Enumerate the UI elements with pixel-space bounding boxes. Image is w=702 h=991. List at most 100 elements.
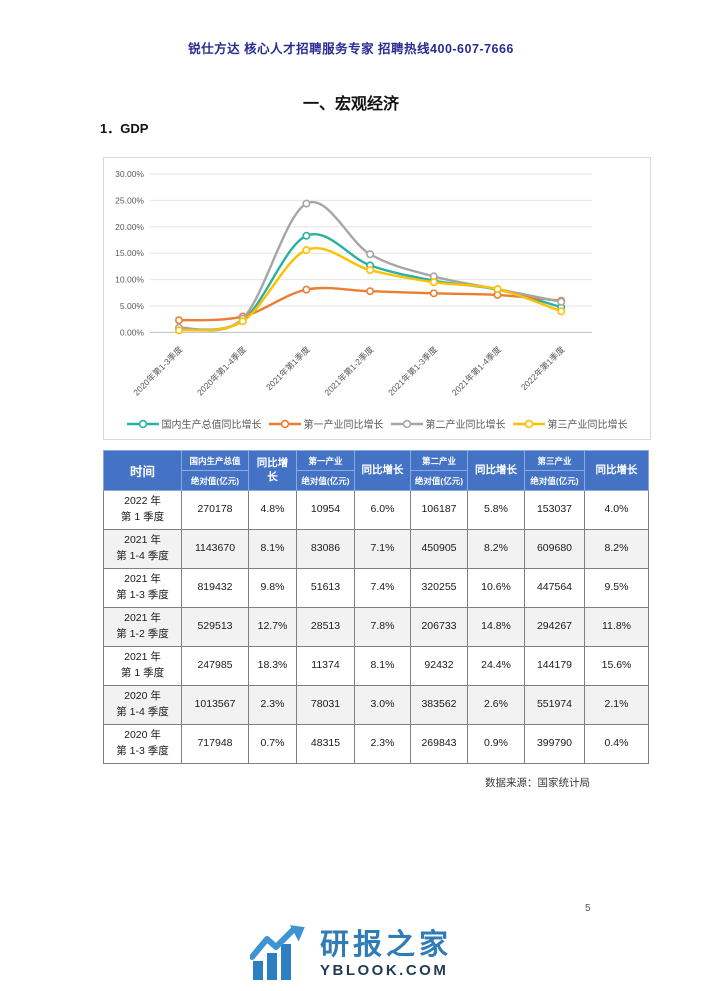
data-point-marker <box>302 285 311 294</box>
data-point-marker <box>238 317 247 326</box>
table-value-cell: 92432 <box>410 646 468 686</box>
col-header-gdp-growth: 同比增长 <box>248 450 297 491</box>
section-title: 一、宏观经济 <box>302 96 399 113</box>
table-value-cell: 7.1% <box>354 529 411 569</box>
table-value-cell: 247985 <box>181 646 249 686</box>
table-value-cell: 320255 <box>410 568 468 608</box>
legend-label: 第一产业同比增长 <box>303 420 384 431</box>
watermark-text: 研报之家 YBLOOK.COM <box>319 928 452 979</box>
table-row: 2021 年第 1 季度 247985 18.3% 11374 8.1% 92432 24.… <box>103 646 649 686</box>
table-row: 2020 年第 1-4 季度 1013567 2.3% 78031 3.0% 383562… <box>103 685 649 725</box>
col-header-primary-title: 第一产业 <box>308 455 343 466</box>
col-header-secondary-growth: 同比增长 <box>467 450 525 491</box>
col-header-gdp-unit: 绝对值(亿元) <box>182 470 248 490</box>
table-value-cell: 819432 <box>181 568 249 608</box>
col-header-tertiary-growth: 同比增长 <box>584 450 649 491</box>
gdp-table: 时间 国内生产总值 绝对值(亿元) 同比增长 第一产业 绝对值(亿元) 同比增长… <box>103 450 649 764</box>
table-row: 2022 年第 1 季度 270178 4.8% 10954 6.0% 106187 5.8… <box>103 490 649 530</box>
table-value-cell: 28513 <box>296 607 355 647</box>
legend-marker-icon <box>512 419 545 428</box>
data-point-marker <box>557 307 566 316</box>
table-value-cell: 399790 <box>524 724 585 764</box>
data-point-marker <box>429 278 438 287</box>
row-time-label: 2021 年第 1 季度 <box>103 646 182 686</box>
y-axis-tick-label: 5.00% <box>120 301 145 311</box>
gdp-table-body: 2022 年第 1 季度 270178 4.8% 10954 6.0% 106187 5.8… <box>103 490 649 764</box>
legend-marker-icon <box>268 419 301 428</box>
table-value-cell: 0.7% <box>248 724 297 764</box>
row-time-label: 2021 年第 1-4 季度 <box>103 529 182 569</box>
table-value-cell: 6.0% <box>354 490 411 530</box>
table-value-cell: 9.8% <box>248 568 297 608</box>
table-value-cell: 0.9% <box>467 724 525 764</box>
watermark-title: 研报之家 <box>319 928 452 961</box>
legend-item: 第二产业同比增长 <box>390 416 506 431</box>
table-value-cell: 2.1% <box>584 685 649 725</box>
table-value-cell: 11.8% <box>584 607 649 647</box>
gdp-line-chart: 0.00% 5.00% 10.00% 15.00% 20.00% 25.00% 30.00%… <box>103 157 651 440</box>
table-value-cell: 3.0% <box>354 685 411 725</box>
table-value-cell: 10.6% <box>467 568 525 608</box>
table-value-cell: 1013567 <box>181 685 249 725</box>
row-time-label: 2021 年第 1-2 季度 <box>103 607 182 647</box>
row-time-label: 2021 年第 1-3 季度 <box>103 568 182 608</box>
col-header-primary-growth: 同比增长 <box>354 450 411 491</box>
table-value-cell: 609680 <box>524 529 585 569</box>
col-header-gdp-absolute: 国内生产总值 绝对值(亿元) <box>181 450 249 491</box>
x-axis-tick-label: 2021年第1季度 <box>264 344 312 392</box>
table-value-cell: 8.1% <box>248 529 297 569</box>
data-point-marker <box>302 231 311 240</box>
watermark-chart-arrow-icon <box>248 924 308 985</box>
table-value-cell: 551974 <box>524 685 585 725</box>
legend-item: 第三产业同比增长 <box>512 416 628 431</box>
col-header-time: 时间 <box>103 450 182 491</box>
data-point-marker <box>429 289 438 298</box>
table-value-cell: 529513 <box>181 607 249 647</box>
y-axis-tick-label: 15.00% <box>115 248 144 258</box>
table-value-cell: 8.2% <box>584 529 649 569</box>
col-header-secondary-title: 第二产业 <box>421 455 456 466</box>
table-value-cell: 294267 <box>524 607 585 647</box>
col-header-primary-absolute: 第一产业 绝对值(亿元) <box>296 450 355 491</box>
legend-label: 国内生产总值同比增长 <box>161 420 262 431</box>
table-value-cell: 1143670 <box>181 529 249 569</box>
x-axis-tick-label: 2021年第1-2季度 <box>322 344 376 398</box>
col-header-tertiary-absolute: 第三产业 绝对值(亿元) <box>524 450 585 491</box>
table-value-cell: 14.8% <box>467 607 525 647</box>
legend-item: 第一产业同比增长 <box>268 416 384 431</box>
table-value-cell: 24.4% <box>467 646 525 686</box>
table-value-cell: 7.4% <box>354 568 411 608</box>
table-value-cell: 11374 <box>296 646 355 686</box>
x-axis-tick-label: 2020年第1-4季度 <box>195 344 249 398</box>
legend-label: 第二产业同比增长 <box>425 420 506 431</box>
gdp-chart-svg: 0.00% 5.00% 10.00% 15.00% 20.00% 25.00% 30.00%… <box>115 169 592 398</box>
col-header-secondary-unit: 绝对值(亿元) <box>411 470 467 490</box>
row-time-label: 2022 年第 1 季度 <box>103 490 182 530</box>
table-value-cell: 83086 <box>296 529 355 569</box>
table-row: 2020 年第 1-3 季度 717948 0.7% 48315 2.3% 269843 0… <box>103 724 649 764</box>
legend-marker-icon <box>390 419 423 428</box>
watermark-logo: 研报之家 YBLOOK.COM <box>0 924 702 985</box>
watermark-domain: YBLOOK.COM <box>319 961 449 979</box>
col-header-secondary-absolute: 第二产业 绝对值(亿元) <box>410 450 468 491</box>
x-axis-tick-label: 2022年第1季度 <box>519 344 567 392</box>
x-axis-tick-label: 2020年第1-3季度 <box>131 344 185 398</box>
table-value-cell: 447564 <box>524 568 585 608</box>
col-header-tertiary-title: 第三产业 <box>537 455 572 466</box>
table-value-cell: 153037 <box>524 490 585 530</box>
table-value-cell: 8.2% <box>467 529 525 569</box>
table-value-cell: 7.8% <box>354 607 411 647</box>
table-value-cell: 78031 <box>296 685 355 725</box>
data-point-marker <box>175 326 184 335</box>
data-point-marker <box>302 246 311 255</box>
row-time-label: 2020 年第 1-3 季度 <box>103 724 182 764</box>
y-axis-tick-label: 0.00% <box>120 327 145 337</box>
document-header: 锐仕方达 核心人才招聘服务专家 招聘热线400-607-7666 <box>188 42 514 56</box>
table-value-cell: 12.7% <box>248 607 297 647</box>
table-value-cell: 48315 <box>296 724 355 764</box>
table-value-cell: 8.1% <box>354 646 411 686</box>
table-value-cell: 18.3% <box>248 646 297 686</box>
table-value-cell: 450905 <box>410 529 468 569</box>
table-value-cell: 15.6% <box>584 646 649 686</box>
